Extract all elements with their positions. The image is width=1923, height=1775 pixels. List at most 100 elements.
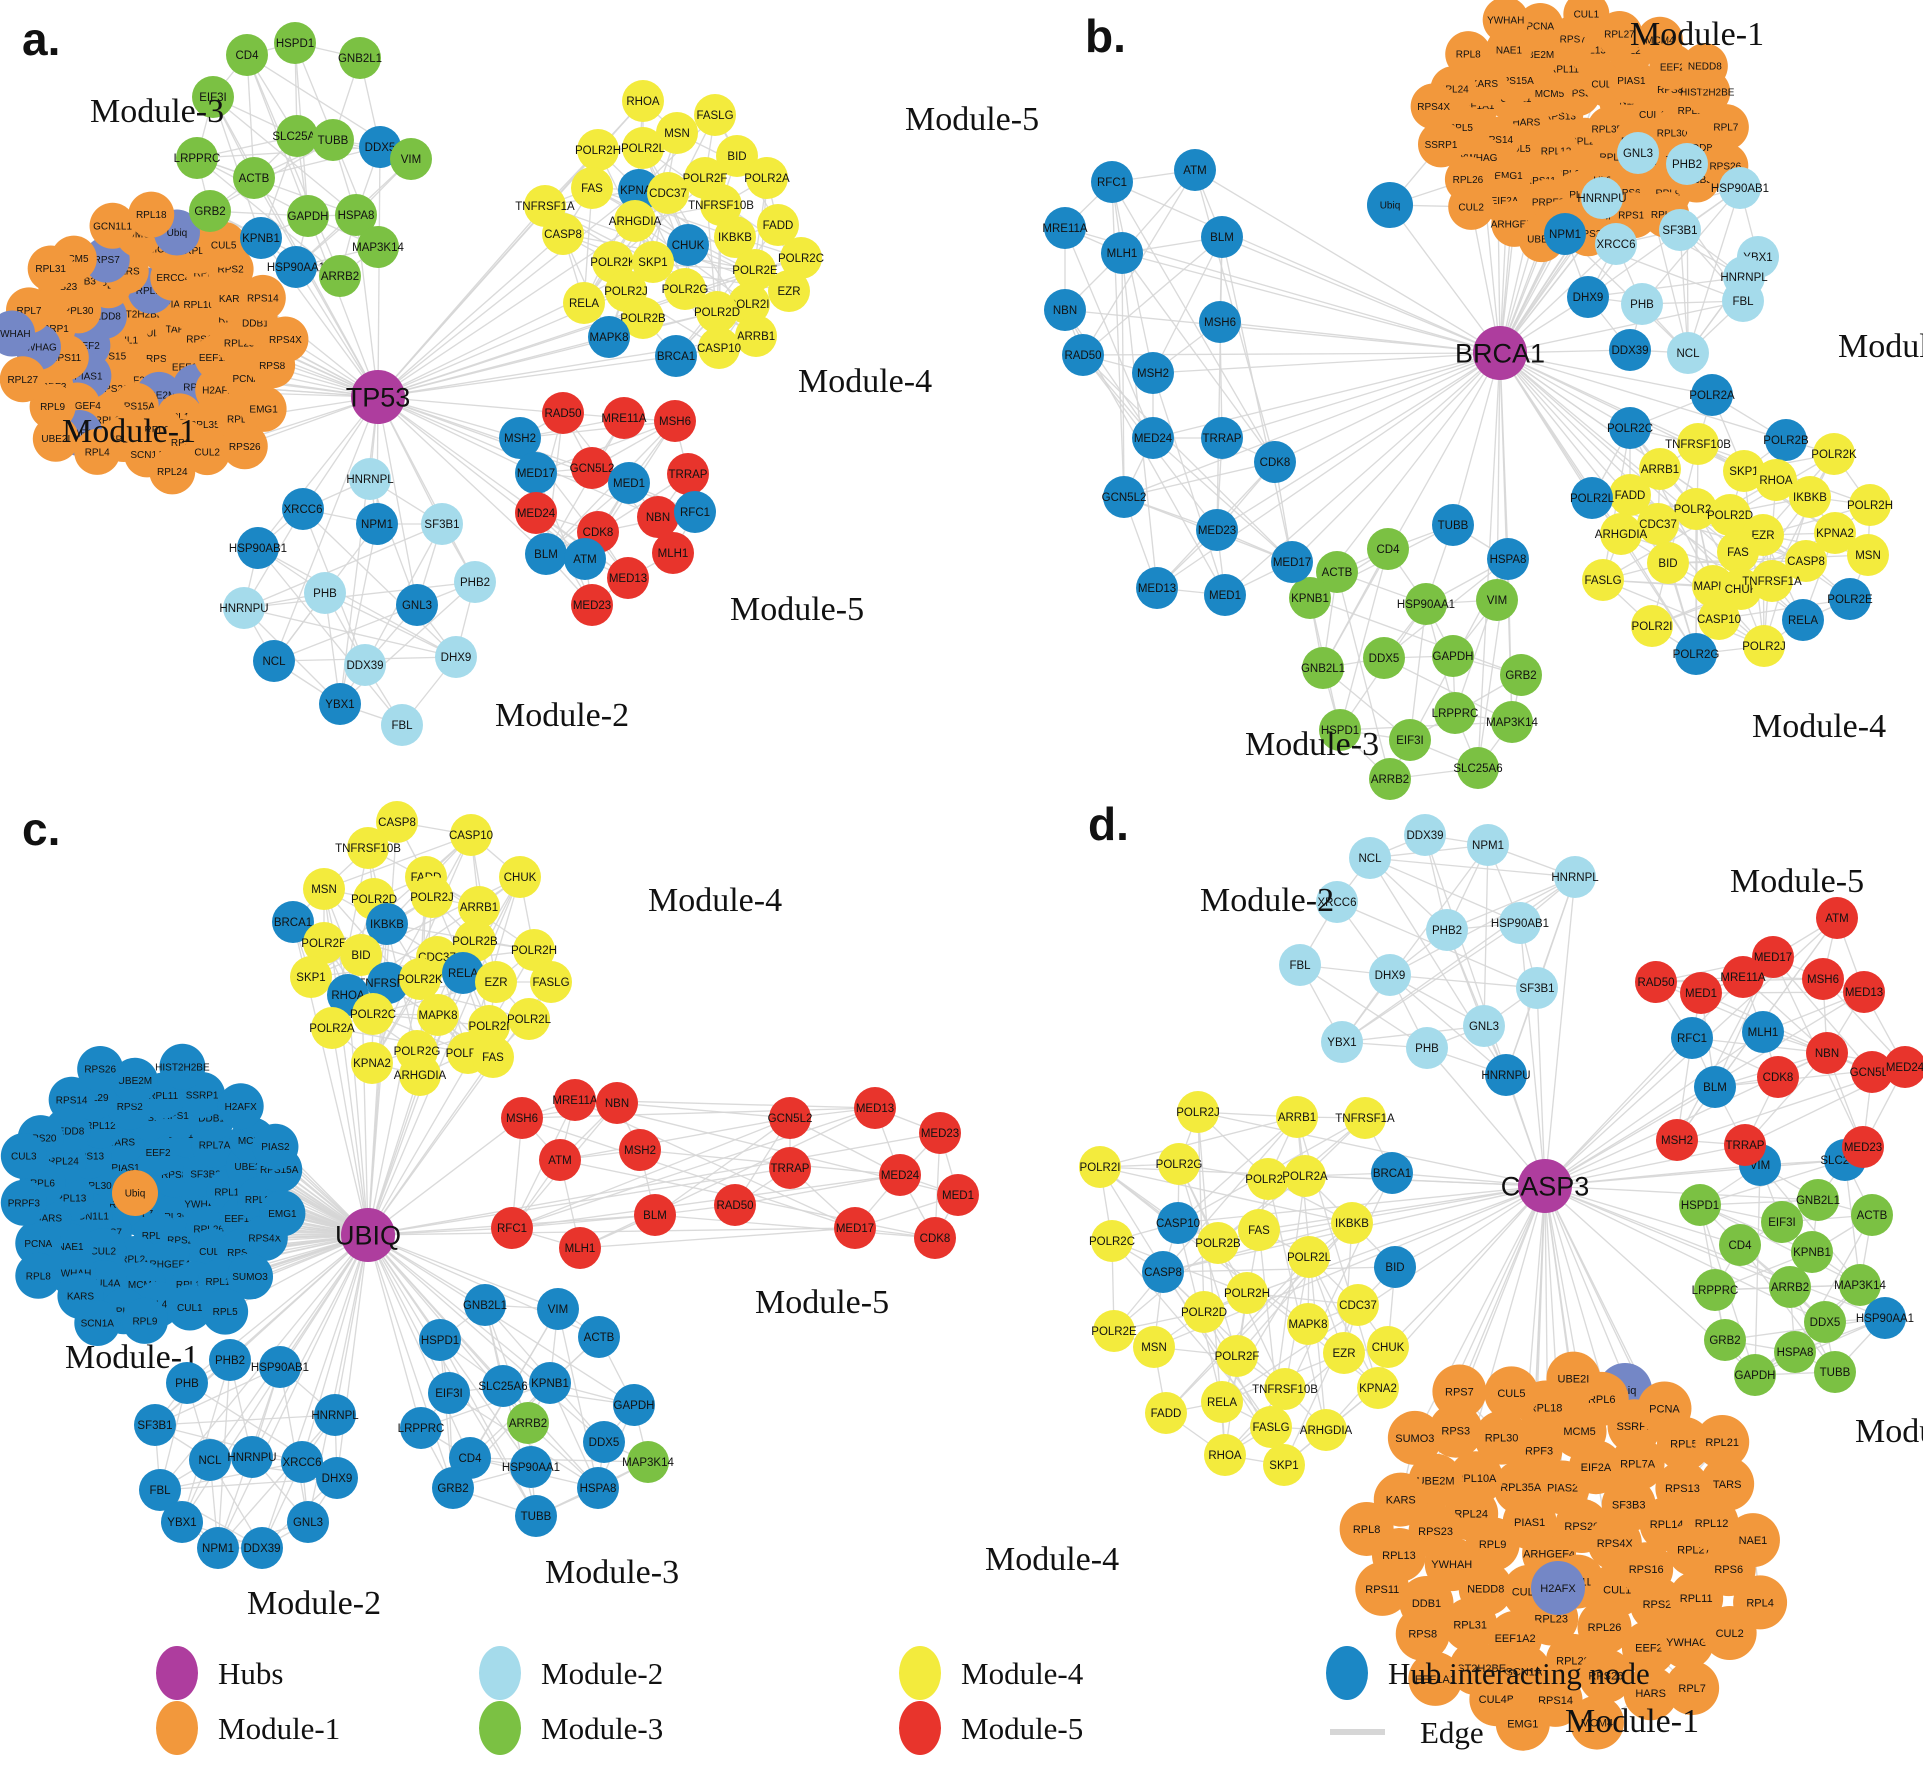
node-CHUK[interactable] bbox=[1367, 1326, 1409, 1368]
node-GNL3[interactable] bbox=[1617, 132, 1659, 174]
node-RELA[interactable] bbox=[1201, 1381, 1243, 1423]
node-SF3B1[interactable] bbox=[134, 1404, 176, 1446]
node-POLR2H[interactable] bbox=[1226, 1272, 1268, 1314]
node-POLR2L[interactable] bbox=[1571, 477, 1613, 519]
node-POLR2A[interactable] bbox=[1284, 1155, 1326, 1197]
node-GCN5L2[interactable] bbox=[769, 1097, 811, 1139]
node-DDX39[interactable] bbox=[1404, 814, 1446, 856]
node-POLR2L[interactable] bbox=[622, 127, 664, 169]
node-EIF3I[interactable] bbox=[428, 1372, 470, 1414]
node-PHB2[interactable] bbox=[454, 561, 496, 603]
node-BID[interactable] bbox=[1647, 542, 1689, 584]
node-HSPD1[interactable] bbox=[1679, 1184, 1721, 1226]
node-RFC1[interactable] bbox=[1091, 161, 1133, 203]
node-MED23[interactable] bbox=[571, 584, 613, 626]
node-PHB[interactable] bbox=[1621, 283, 1663, 325]
node-RAD50[interactable] bbox=[542, 392, 584, 434]
node-EIF3I[interactable] bbox=[1761, 1201, 1803, 1243]
node-SKP1[interactable] bbox=[632, 241, 674, 283]
node-EIF3I[interactable] bbox=[1389, 719, 1431, 761]
node-FBL[interactable] bbox=[1279, 944, 1321, 986]
node-POLR2C[interactable] bbox=[1091, 1220, 1133, 1262]
node-EMG1[interactable] bbox=[240, 385, 287, 432]
node-LRPPRC[interactable] bbox=[176, 137, 218, 179]
node-POLR2J[interactable] bbox=[411, 876, 453, 918]
node-FASLG[interactable] bbox=[530, 961, 572, 1003]
node-RPS4X[interactable] bbox=[262, 316, 309, 363]
node-SSRP1[interactable] bbox=[1418, 121, 1465, 168]
node-NAE1[interactable] bbox=[1725, 1513, 1780, 1568]
node-MAP3K14[interactable] bbox=[627, 1441, 669, 1483]
node-GRB2[interactable] bbox=[1500, 654, 1542, 696]
node-TNFRSF10B[interactable] bbox=[700, 184, 742, 226]
node-ATM[interactable] bbox=[539, 1139, 581, 1181]
node-TUBB[interactable] bbox=[1814, 1351, 1856, 1393]
node-TNFRSF1A[interactable] bbox=[1751, 560, 1793, 602]
node-MRE11A[interactable] bbox=[1044, 207, 1086, 249]
node-POLR2B[interactable] bbox=[1197, 1222, 1239, 1264]
node-RPL30[interactable] bbox=[1474, 1410, 1529, 1465]
node-POLR2J[interactable] bbox=[1177, 1091, 1219, 1133]
node-FADD[interactable] bbox=[1145, 1392, 1187, 1434]
node-KPNB1[interactable] bbox=[1289, 577, 1331, 619]
node-GAPDH[interactable] bbox=[1734, 1354, 1776, 1396]
node-MED23[interactable] bbox=[1196, 509, 1238, 551]
node-SF3B1[interactable] bbox=[421, 503, 463, 545]
node-RPL31[interactable] bbox=[27, 245, 74, 292]
node-MSN[interactable] bbox=[1847, 534, 1889, 576]
node-ARRB1[interactable] bbox=[1639, 448, 1681, 490]
node-RPL27[interactable] bbox=[1596, 10, 1643, 57]
node-FBL[interactable] bbox=[381, 704, 423, 746]
node-IKBKB[interactable] bbox=[714, 216, 756, 258]
node-RAD50[interactable] bbox=[1635, 961, 1677, 1003]
node-ARRB1[interactable] bbox=[735, 315, 777, 357]
node-EZR[interactable] bbox=[1323, 1332, 1365, 1374]
node-MED13[interactable] bbox=[1843, 971, 1885, 1013]
node-ARRB2[interactable] bbox=[1769, 1266, 1811, 1308]
node-POLR2I[interactable] bbox=[1079, 1146, 1121, 1188]
node-YBX1[interactable] bbox=[161, 1501, 203, 1543]
node-POLR2C[interactable] bbox=[1609, 407, 1651, 449]
node-HSPA8[interactable] bbox=[1487, 538, 1529, 580]
node-RPL5[interactable] bbox=[202, 1288, 249, 1335]
node-POLR2C[interactable] bbox=[352, 993, 394, 1035]
node-MSH2[interactable] bbox=[499, 417, 541, 459]
node-CUL5[interactable] bbox=[1484, 1366, 1539, 1421]
node-SF3B1[interactable] bbox=[1516, 967, 1558, 1009]
node-CUL1[interactable] bbox=[1563, 0, 1610, 38]
node-PCNA[interactable] bbox=[1517, 2, 1564, 49]
node-POLR2A[interactable] bbox=[311, 1007, 353, 1049]
node-TNFRSF10B[interactable] bbox=[347, 827, 389, 869]
node-MAPK8[interactable] bbox=[1287, 1303, 1329, 1345]
node-H2AFX[interactable] bbox=[1531, 1561, 1585, 1615]
node-SKP1[interactable] bbox=[1723, 450, 1765, 492]
node-MED13[interactable] bbox=[607, 557, 649, 599]
node-MSH2[interactable] bbox=[619, 1129, 661, 1171]
node-HNRNPU[interactable] bbox=[1485, 1054, 1527, 1096]
node-POLR2A[interactable] bbox=[746, 157, 788, 199]
node-ARRB2[interactable] bbox=[319, 255, 361, 297]
node-UBE2I[interactable] bbox=[1546, 1351, 1601, 1406]
node-NPM1[interactable] bbox=[356, 503, 398, 545]
node-HNRNPU[interactable] bbox=[1581, 177, 1623, 219]
node-MED1[interactable] bbox=[1680, 972, 1722, 1014]
node-MAP3K14[interactable] bbox=[1839, 1264, 1881, 1306]
node-MSH6[interactable] bbox=[1199, 301, 1241, 343]
node-RPL4[interactable] bbox=[74, 428, 121, 475]
node-HSPA8[interactable] bbox=[577, 1467, 619, 1509]
node-RPL7[interactable] bbox=[1665, 1661, 1720, 1716]
node-KPNB1[interactable] bbox=[240, 217, 282, 259]
node-MED17[interactable] bbox=[515, 452, 557, 494]
node-FAS[interactable] bbox=[472, 1036, 514, 1078]
node-NCL[interactable] bbox=[253, 640, 295, 682]
node-MRE11A[interactable] bbox=[1722, 956, 1764, 998]
node-POLR2G[interactable] bbox=[664, 268, 706, 310]
node-MRE11A[interactable] bbox=[554, 1079, 596, 1121]
node-NBN[interactable] bbox=[637, 496, 679, 538]
node-MAP3K14[interactable] bbox=[357, 226, 399, 268]
node-NBN[interactable] bbox=[596, 1082, 638, 1124]
node-GNL3[interactable] bbox=[396, 584, 438, 626]
node-RFC1[interactable] bbox=[674, 491, 716, 533]
node-BLM[interactable] bbox=[1201, 216, 1243, 258]
node-RAD50[interactable] bbox=[714, 1184, 756, 1226]
